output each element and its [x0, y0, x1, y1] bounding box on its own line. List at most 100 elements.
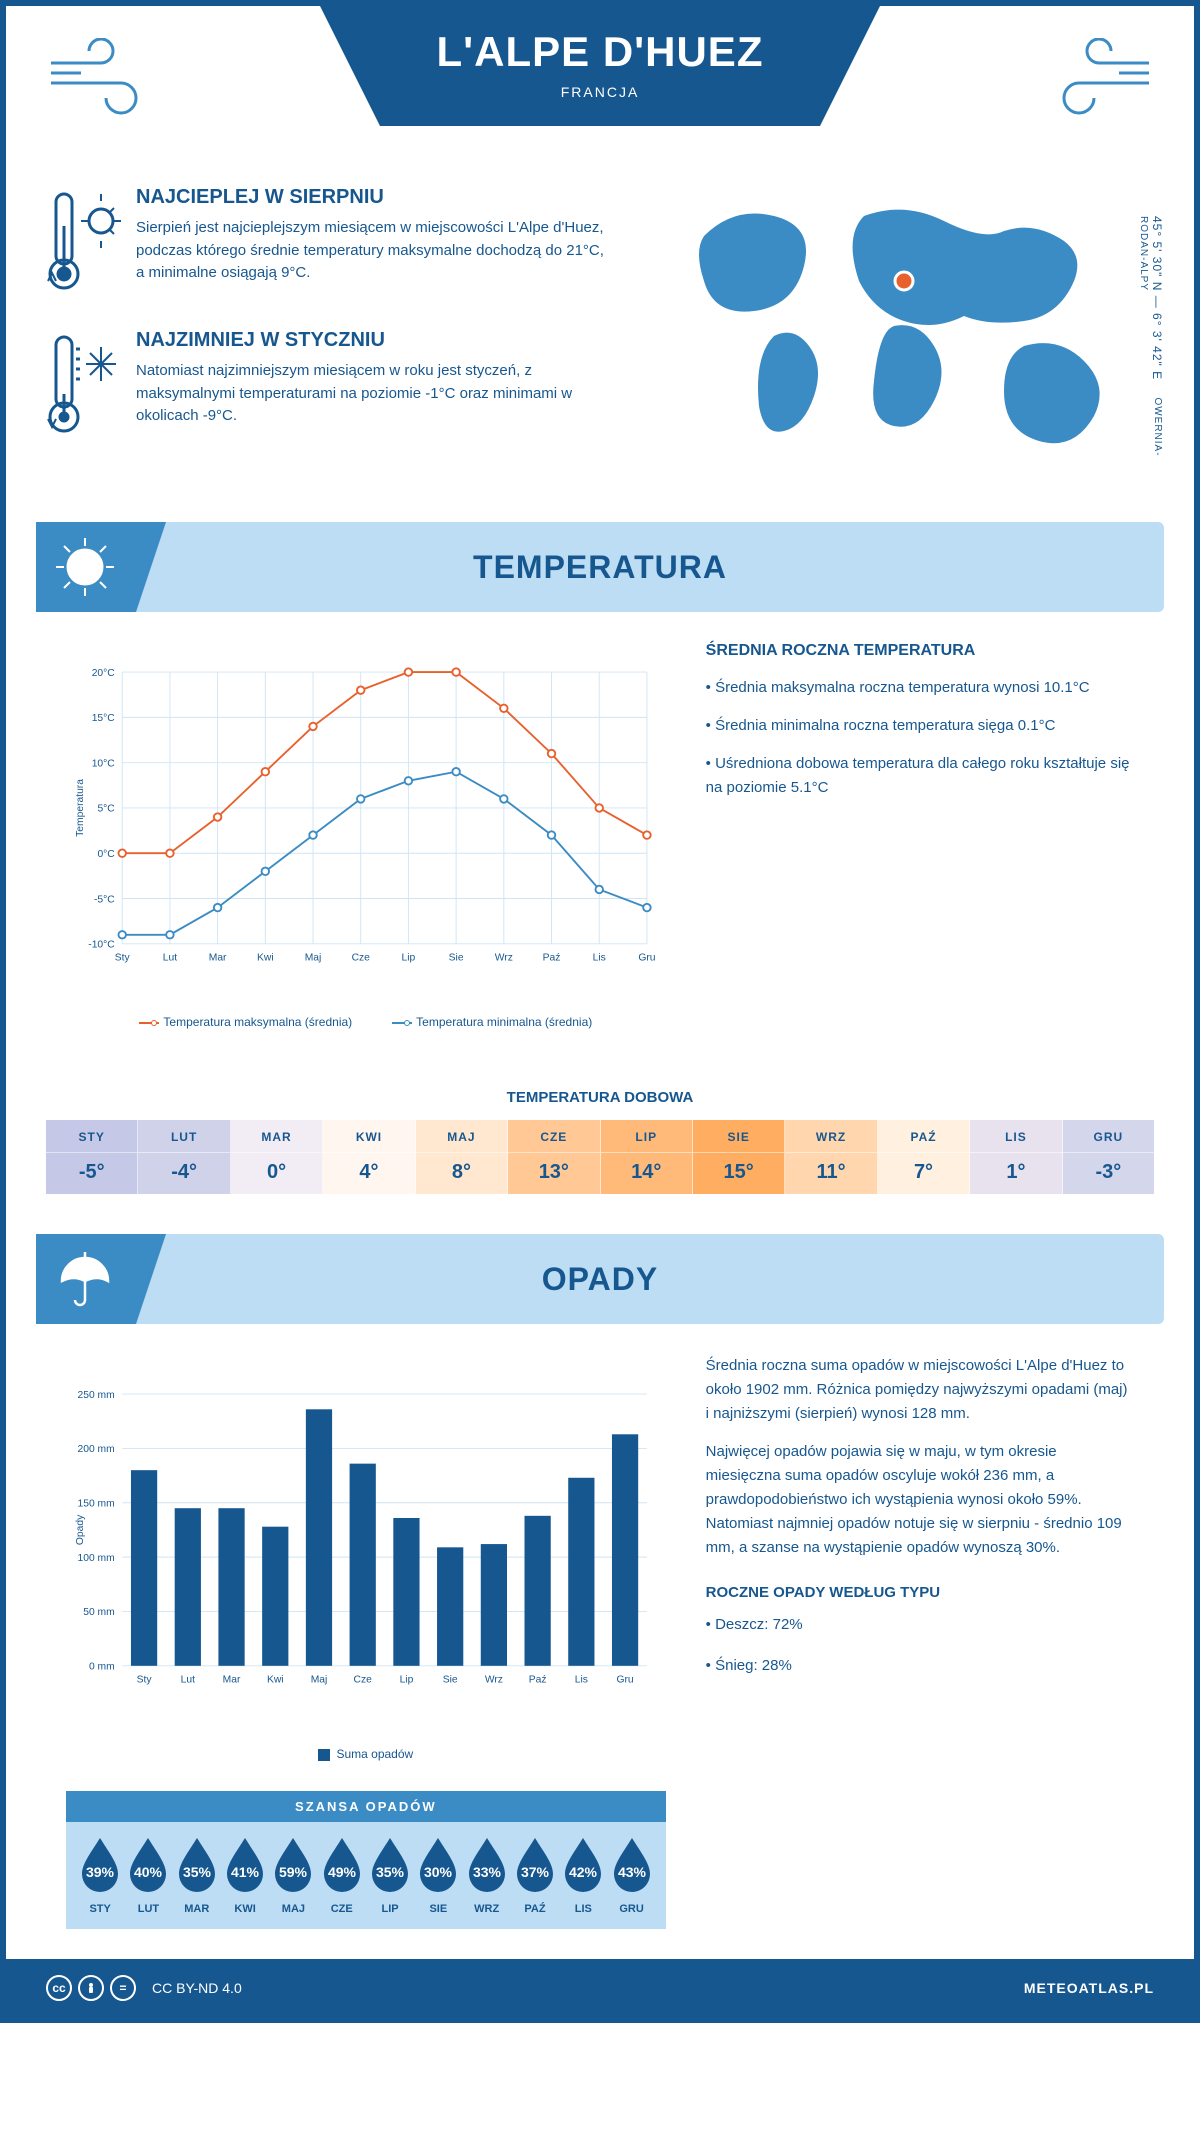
raindrop-icon: 30%	[414, 1836, 462, 1892]
svg-text:Sie: Sie	[443, 1675, 458, 1686]
rain-chance-month: LIS	[559, 1903, 607, 1915]
daily-month-label: MAJ	[416, 1130, 507, 1152]
daily-temp-value: 1°	[970, 1152, 1061, 1184]
rain-chance-row: 39% STY 40% LUT 35% MAR 41% KWI 59% MAJ …	[66, 1822, 666, 1929]
wind-decoration-left	[46, 38, 166, 118]
license-block: cc = CC BY-ND 4.0	[46, 1975, 242, 2001]
rain-chance-cell: 59% MAJ	[269, 1836, 317, 1915]
svg-text:40%: 40%	[134, 1864, 163, 1880]
svg-text:10°C: 10°C	[92, 758, 116, 769]
coldest-body: Natomiast najzimniejszym miesiącem w rok…	[136, 360, 614, 428]
temperature-section-header: TEMPERATURA	[36, 522, 1164, 612]
avg-daily-text: • Uśredniona dobowa temperatura dla całe…	[706, 752, 1134, 800]
precip-types-block: ROCZNE OPADY WEDŁUG TYPU • Deszcz: 72% •…	[706, 1584, 1134, 1679]
daily-temp-value: 4°	[323, 1152, 414, 1184]
rain-chance-cell: 35% LIP	[366, 1836, 414, 1915]
sun-icon	[52, 534, 118, 600]
daily-temp-title: TEMPERATURA DOBOWA	[6, 1089, 1194, 1106]
svg-text:37%: 37%	[521, 1864, 550, 1880]
rain-chance-cell: 35% MAR	[173, 1836, 221, 1915]
daily-temp-value: 14°	[601, 1152, 692, 1184]
rain-chance-month: STY	[76, 1903, 124, 1915]
location-marker	[895, 272, 913, 290]
location-country: FRANCJA	[320, 84, 880, 100]
raindrop-icon: 49%	[318, 1836, 366, 1892]
by-icon	[78, 1975, 104, 2001]
svg-text:Lis: Lis	[593, 953, 606, 964]
world-map-icon	[654, 186, 1154, 466]
svg-text:Wrz: Wrz	[485, 1675, 503, 1686]
raindrop-icon: 33%	[463, 1836, 511, 1892]
temperature-title: TEMPERATURA	[473, 549, 727, 586]
svg-text:43%: 43%	[618, 1864, 647, 1880]
svg-text:41%: 41%	[231, 1864, 260, 1880]
precip-para-1: Średnia roczna suma opadów w miejscowośc…	[706, 1354, 1134, 1426]
daily-temp-value: 0°	[231, 1152, 322, 1184]
daily-temp-value: 15°	[693, 1152, 784, 1184]
avg-min-text: • Średnia minimalna roczna temperatura s…	[706, 714, 1134, 738]
precip-summary: Średnia roczna suma opadów w miejscowośc…	[706, 1354, 1134, 1929]
svg-text:30%: 30%	[424, 1864, 453, 1880]
rain-chance-month: WRZ	[463, 1903, 511, 1915]
daily-temp-cell: LIP14°	[601, 1120, 693, 1194]
daily-temp-cell: MAR0°	[231, 1120, 323, 1194]
temperature-line-chart: -10°C-5°C0°C5°C10°C15°C20°CStyLutMarKwiM…	[66, 642, 666, 1029]
daily-temp-cell: WRZ11°	[785, 1120, 877, 1194]
daily-temp-cell: STY-5°	[46, 1120, 138, 1194]
bar-chart-legend: Suma opadów	[66, 1747, 666, 1761]
svg-text:250 mm: 250 mm	[78, 1390, 115, 1401]
map-column: 45° 5' 30" N — 6° 3' 42" E OWERNIA-RODAN…	[654, 186, 1154, 472]
svg-text:Sty: Sty	[137, 1675, 153, 1686]
svg-text:Sie: Sie	[449, 953, 464, 964]
svg-text:Paź: Paź	[529, 1675, 547, 1686]
rain-chance-month: LUT	[124, 1903, 172, 1915]
rain-chance-month: LIP	[366, 1903, 414, 1915]
daily-month-label: STY	[46, 1130, 137, 1152]
page-footer: cc = CC BY-ND 4.0 METEOATLAS.PL	[6, 1959, 1194, 2017]
svg-text:-10°C: -10°C	[88, 940, 115, 951]
svg-text:0°C: 0°C	[97, 849, 115, 860]
temperature-content: -10°C-5°C0°C5°C10°C15°C20°CStyLutMarKwiM…	[6, 642, 1194, 1059]
svg-text:Kwi: Kwi	[257, 953, 274, 964]
svg-text:Lip: Lip	[402, 953, 416, 964]
thermometer-cold-icon	[46, 329, 136, 444]
title-banner: L'ALPE D'HUEZ FRANCJA	[320, 6, 880, 100]
daily-month-label: LUT	[138, 1130, 229, 1152]
rain-chance-cell: 37% PAŹ	[511, 1836, 559, 1915]
svg-text:Gru: Gru	[616, 1675, 633, 1686]
svg-text:Lut: Lut	[163, 953, 177, 964]
rain-chance-box: SZANSA OPADÓW 39% STY 40% LUT 35% MAR 41…	[66, 1791, 666, 1929]
warmest-body: Sierpień jest najcieplejszym miesiącem w…	[136, 217, 614, 285]
svg-text:Lis: Lis	[575, 1675, 588, 1686]
precip-section-header: OPADY	[36, 1234, 1164, 1324]
svg-text:Maj: Maj	[311, 1675, 328, 1686]
rain-chance-cell: 42% LIS	[559, 1836, 607, 1915]
rain-chance-month: MAJ	[269, 1903, 317, 1915]
avg-temp-heading: ŚREDNIA ROCZNA TEMPERATURA	[706, 642, 1134, 660]
svg-text:50 mm: 50 mm	[83, 1607, 114, 1618]
rain-chance-cell: 40% LUT	[124, 1836, 172, 1915]
daily-temp-cell: SIE15°	[693, 1120, 785, 1194]
cc-icon: cc	[46, 1975, 72, 2001]
svg-text:39%: 39%	[86, 1864, 115, 1880]
coldest-block: NAJZIMNIEJ W STYCZNIU Natomiast najzimni…	[46, 329, 614, 444]
svg-text:-5°C: -5°C	[94, 894, 115, 905]
warmest-block: NAJCIEPLEJ W SIERPNIU Sierpień jest najc…	[46, 186, 614, 301]
precip-rain-pct: • Deszcz: 72%	[706, 1611, 1134, 1638]
svg-text:0 mm: 0 mm	[89, 1662, 115, 1673]
raindrop-icon: 35%	[173, 1836, 221, 1892]
svg-text:59%: 59%	[279, 1864, 308, 1880]
daily-temp-value: -5°	[46, 1152, 137, 1184]
svg-text:33%: 33%	[473, 1864, 502, 1880]
daily-temp-value: 7°	[878, 1152, 969, 1184]
rain-chance-cell: 43% GRU	[607, 1836, 655, 1915]
svg-text:49%: 49%	[328, 1864, 357, 1880]
daily-temp-cell: GRU-3°	[1063, 1120, 1154, 1194]
daily-month-label: GRU	[1063, 1130, 1154, 1152]
warmest-heading: NAJCIEPLEJ W SIERPNIU	[136, 186, 614, 209]
daily-temp-value: -3°	[1063, 1152, 1154, 1184]
raindrop-icon: 35%	[366, 1836, 414, 1892]
svg-text:Sty: Sty	[115, 953, 131, 964]
daily-month-label: MAR	[231, 1130, 322, 1152]
svg-text:Lip: Lip	[400, 1675, 414, 1686]
